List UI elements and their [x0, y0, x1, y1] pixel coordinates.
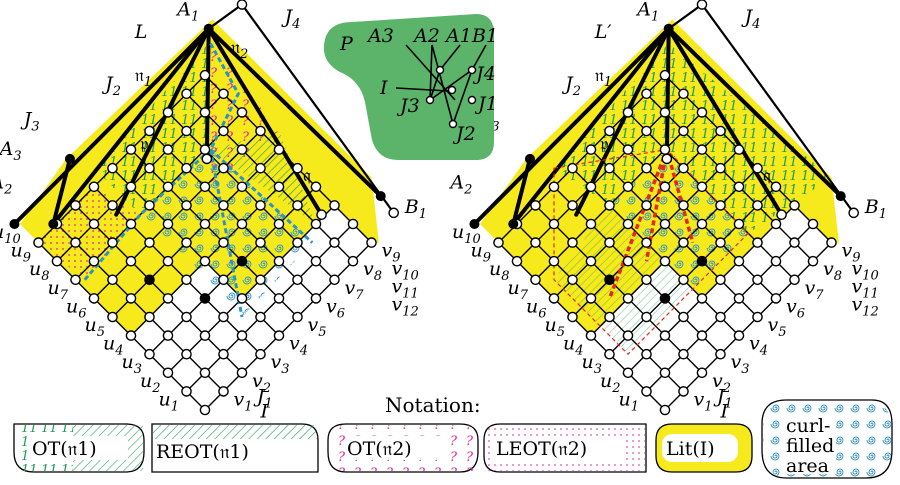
label-q: 𝔮 — [763, 165, 771, 186]
label-v8: v8 — [363, 258, 382, 284]
label-u1: u1 — [619, 388, 640, 414]
legend-ot-n1: OT(𝔫1) — [13, 423, 145, 473]
outer-edges — [668, 3, 855, 214]
legend-leot-n2: LEOT(𝔫2) — [483, 423, 647, 473]
label-I: I — [720, 400, 729, 422]
label-u3: u3 — [122, 351, 143, 377]
poset-label-B1: B1 — [471, 25, 498, 47]
blue-dashed-paths — [83, 42, 314, 318]
label-v5: v5 — [768, 314, 787, 340]
thick-edges — [472, 26, 843, 226]
label-v3: v3 — [731, 351, 750, 377]
notation-title: Notation: — [385, 393, 481, 417]
label-u6: u6 — [526, 295, 547, 321]
label-J3: J3 — [20, 108, 40, 134]
label-B1: B1 — [404, 196, 427, 222]
poset-label-J1: J1 — [474, 93, 498, 115]
label-n1: 𝔫1 — [135, 65, 152, 90]
legend-ot-n1-label: OT(𝔫1) — [32, 438, 97, 460]
label-u1: u1 — [159, 388, 180, 414]
label-A2: A2 — [448, 172, 472, 198]
label-v5: v5 — [308, 314, 327, 340]
legend-lit-i: Lit(I) — [655, 423, 753, 473]
label-A1: A1 — [635, 0, 659, 25]
label-u7: u7 — [508, 277, 529, 303]
poset-label-J2: J2 — [452, 123, 476, 145]
label-u6: u6 — [66, 295, 87, 321]
label-v4: v4 — [289, 333, 308, 359]
poset-label-J4: J4 — [472, 63, 496, 85]
label-u5: u5 — [545, 314, 566, 340]
poset-label-A2: A2 — [412, 25, 440, 47]
label-J2: J2 — [101, 73, 121, 99]
label-A3: A3 — [0, 138, 22, 164]
label-q: 𝔮 — [303, 165, 311, 186]
poset-label-I: I — [379, 77, 388, 99]
curl-region — [609, 149, 749, 290]
label-v4: v4 — [749, 333, 768, 359]
label-u8: u8 — [489, 258, 510, 284]
label-I: I — [260, 400, 269, 422]
label-u3: u3 — [582, 351, 603, 377]
label-u8: u8 — [29, 258, 50, 284]
label-v7: v7 — [345, 277, 365, 303]
outer-edges — [208, 3, 395, 214]
label-J4: J4 — [281, 6, 301, 32]
lattice-grid — [38, 74, 372, 411]
poset-label-A1: A1 — [444, 25, 472, 47]
red-dashed-paths — [607, 148, 695, 300]
lattice-title: L — [134, 21, 148, 43]
label-u4: u4 — [563, 333, 584, 359]
label-u2: u2 — [140, 370, 161, 396]
legend-reot-n1-label: REOT(𝔫1) — [156, 441, 249, 463]
label-A2: A2 — [0, 172, 12, 198]
label-v6: v6 — [326, 295, 345, 321]
label-v6: v6 — [786, 295, 805, 321]
label-u7: u7 — [48, 277, 69, 303]
poset-nodes — [425, 65, 477, 129]
lattice-nodes — [469, 0, 860, 416]
legend-reot-n1: REOT(𝔫1) — [151, 423, 319, 473]
poset-label-A3: A3 — [366, 25, 394, 47]
label-p: 𝔭 — [140, 134, 148, 155]
label-u5: u5 — [85, 314, 106, 340]
poset-title: P — [339, 33, 354, 55]
label-J4: J4 — [741, 6, 761, 32]
label-n1: 𝔫1 — [595, 65, 612, 90]
lattice-title: L′ — [594, 21, 613, 43]
label-u4: u4 — [103, 333, 124, 359]
label-v7: v7 — [805, 277, 825, 303]
legend-leot-n2-label: LEOT(𝔫2) — [496, 438, 587, 460]
legend-ot-n2: OT(𝔫2) — [327, 423, 479, 473]
label-p: 𝔭 — [600, 134, 608, 155]
label-B1: B1 — [864, 196, 887, 222]
label-v8: v8 — [823, 258, 842, 284]
label-v3: v3 — [271, 351, 290, 377]
curl-region — [140, 149, 313, 317]
reot-region — [554, 205, 693, 355]
lattice-nodes — [9, 0, 400, 416]
label-J2: J2 — [561, 73, 581, 99]
label-v1: v1 — [694, 388, 713, 414]
label-u2: u2 — [600, 370, 621, 396]
lattice-grid — [498, 74, 832, 411]
legend-curl-label: curl-filled area — [786, 415, 834, 477]
right-lattice: L′A1A2A3B1J1J2J3J4𝔫1𝔭𝔮Iu1u2u3u4u5u6u7u8u… — [448, 0, 887, 422]
legend-lit-i-label: Lit(I) — [666, 438, 715, 460]
poset-edges — [395, 44, 487, 125]
legend-curl: curl-filled area — [761, 399, 893, 479]
label-v1: v1 — [234, 388, 253, 414]
legend-ot-n2-label: OT(𝔫2) — [347, 438, 412, 460]
poset-panel: P A3 A2 A1 B1 J4 I J3 J1 J2 — [323, 14, 498, 160]
poset-label-J3: J3 — [396, 95, 420, 117]
label-A1: A1 — [175, 0, 199, 25]
